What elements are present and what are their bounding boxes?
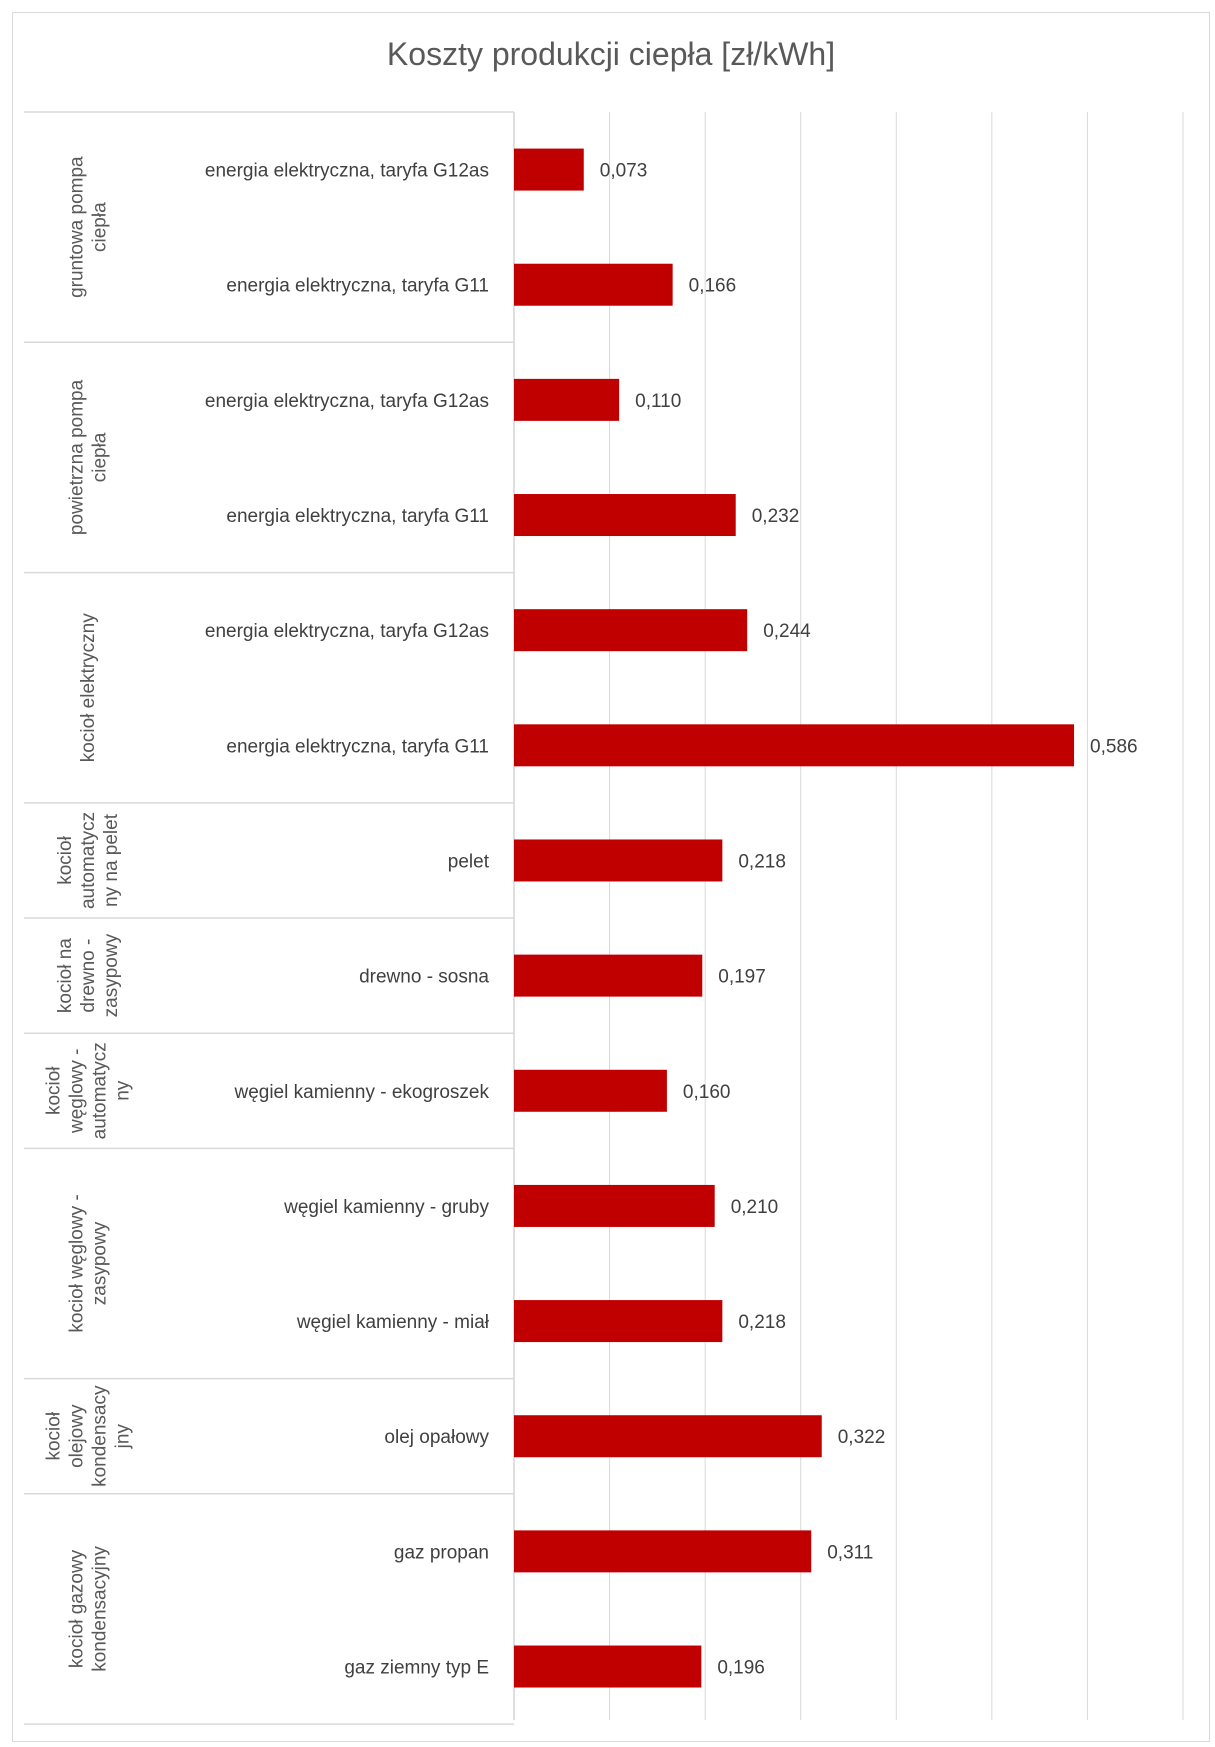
category-label: energia elektryczna, taryfa G11 (226, 276, 489, 297)
category-label: energia elektryczna, taryfa G12as (205, 161, 489, 182)
category-label: drewno - sosna (359, 967, 489, 988)
group-label: kocioł automatycz ny na pelet (55, 812, 122, 909)
group-label-line: kocioł (44, 1066, 65, 1115)
category-label: pelet (448, 851, 490, 872)
category-label: gaz ziemny typ E (344, 1658, 489, 1679)
category-label: węgiel kamienny - ekogroszek (233, 1082, 489, 1103)
group-label-line: kocioł węglowy - (67, 1194, 88, 1332)
bar (514, 263, 673, 306)
data-label: 0,322 (838, 1427, 886, 1448)
group-label-line: powietrzna pompa (67, 379, 88, 535)
bar (514, 1530, 812, 1573)
bar (514, 494, 736, 537)
data-label: 0,218 (738, 851, 786, 872)
group-label-line: zasypowy (101, 933, 122, 1017)
group-label-line: kocioł elektryczny (78, 613, 99, 762)
group-label-line: kocioł na (55, 938, 76, 1013)
bar (514, 609, 748, 652)
data-label: 0,586 (1090, 736, 1138, 757)
group-label: kocioł olejowy kondensacy jny (44, 1385, 134, 1487)
bar (514, 1069, 667, 1112)
category-label: energia elektryczna, taryfa G11 (226, 506, 489, 527)
data-label: 0,232 (752, 506, 800, 527)
group-label-line: kondensacyjny (90, 1546, 111, 1672)
bar (514, 148, 584, 191)
group-label-line: kocioł (55, 835, 76, 884)
bar (514, 724, 1075, 767)
bar (514, 839, 723, 882)
data-label: 0,073 (600, 161, 648, 182)
category-label: węgiel kamienny - gruby (283, 1197, 489, 1218)
category-label: węgiel kamienny - miał (296, 1312, 490, 1333)
category-label: energia elektryczna, taryfa G11 (226, 736, 489, 757)
data-label: 0,311 (827, 1542, 873, 1563)
group-label: kocioł na drewno - zasypowy (55, 933, 122, 1017)
bar (514, 378, 620, 421)
group-label: powietrzna pompa ciepła (67, 379, 111, 535)
group-label-line: kocioł (44, 1411, 65, 1460)
group-label-line: ciepła (90, 202, 111, 252)
bar (514, 1645, 702, 1688)
group-label-line: ciepła (90, 432, 111, 482)
group-label-line: ny (113, 1080, 134, 1101)
chart-title: Koszty produkcji ciepła [zł/kWh] (386, 36, 836, 72)
group-label: kocioł węglowy - automatycz ny (44, 1042, 134, 1139)
data-label: 0,244 (763, 621, 811, 642)
category-label: energia elektryczna, taryfa G12as (205, 621, 489, 642)
data-label: 0,197 (718, 967, 766, 988)
group-label-line: kocioł gazowy (67, 1549, 88, 1668)
data-label: 0,166 (689, 276, 737, 297)
data-label: 0,218 (738, 1312, 786, 1333)
bar (514, 1184, 715, 1227)
group-label: kocioł węglowy - zasypowy (67, 1194, 111, 1332)
data-label: 0,160 (683, 1082, 731, 1103)
group-label-line: kondensacy (90, 1385, 111, 1487)
group-label: gruntowa pompa ciepła (67, 156, 111, 298)
data-label: 0,196 (717, 1658, 765, 1679)
bar (514, 1415, 822, 1458)
group-label-line: olejowy (67, 1404, 88, 1468)
group-label-line: automatycz (90, 1042, 111, 1139)
group-label-line: ny na pelet (101, 813, 122, 907)
bar (514, 954, 703, 997)
group-label-line: automatycz (78, 812, 99, 909)
category-label: gaz propan (394, 1542, 489, 1563)
data-label: 0,210 (731, 1197, 779, 1218)
group-label-line: jny (113, 1424, 134, 1450)
group-label-line: drewno - (78, 939, 99, 1013)
group-label-line: węglowy - (67, 1049, 88, 1134)
bar (514, 1300, 723, 1343)
group-label-line: gruntowa pompa (67, 156, 88, 298)
group-label: kocioł gazowy kondensacyjny (67, 1546, 111, 1672)
data-label: 0,110 (635, 391, 681, 412)
group-label-line: zasypowy (90, 1221, 111, 1305)
category-label: energia elektryczna, taryfa G12as (205, 391, 489, 412)
category-label: olej opałowy (384, 1427, 489, 1448)
group-label: kocioł elektryczny (78, 613, 99, 762)
